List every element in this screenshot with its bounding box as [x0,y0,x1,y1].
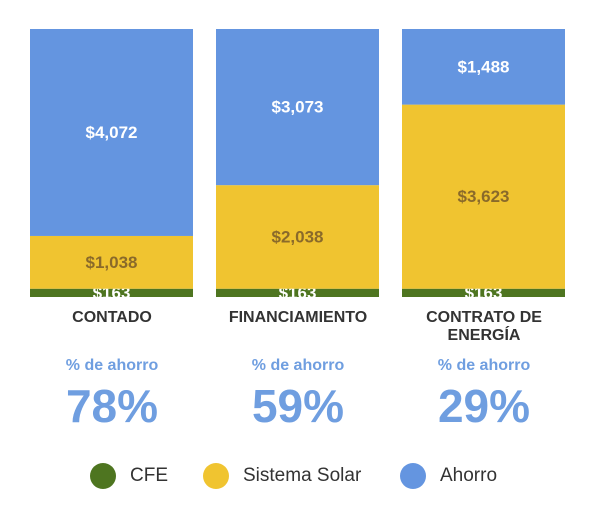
data-label-sistema-solar-1: $2,038 [272,227,324,246]
bar-sistema-solar-1 [216,185,379,289]
data-label-sistema-solar-0: $1,038 [86,253,138,272]
bar-sistema-solar-2 [402,104,565,289]
legend-item-cfe: CFE [90,460,168,492]
data-label-ahorro-0: $4,072 [86,123,138,142]
category-label-contado: CONTADO [72,309,152,326]
bar-ahorro-2 [402,29,565,105]
legend-swatch-ahorro [400,463,426,489]
savings-label: % de ahorro [251,357,345,374]
savings-value-contrato: 29% [437,380,531,432]
category-label-contrato: CONTRATO DE ENERGÍA [426,309,542,344]
savings-value-financiamiento: 59% [251,380,345,432]
bar-cfe-0 [30,288,193,297]
bar-ahorro-1 [216,29,379,186]
legend-swatch-cfe [90,463,116,489]
legend-label: Sistema Solar [243,465,362,486]
legend-item-ahorro: Ahorro [400,460,497,492]
category-label-financiamiento: FINANCIAMIENTO [228,309,368,326]
legend-label: CFE [130,465,168,486]
data-label-ahorro-1: $3,073 [272,98,324,117]
legend: CFE Sistema Solar Ahorro [0,460,600,492]
bar-cfe-2 [402,288,565,297]
legend-swatch-sistema-solar [203,463,229,489]
stacked-bar-chart: $163$1,038$4,072$163$2,038$3,073$163$3,6… [30,29,565,297]
legend-label: Ahorro [440,465,498,486]
savings-label: % de ahorro [65,357,159,374]
bar-ahorro-0 [30,29,193,236]
savings-value-contado: 78% [65,380,159,432]
data-label-ahorro-2: $1,488 [458,57,510,76]
savings-label: % de ahorro [437,357,531,374]
data-label-sistema-solar-2: $3,623 [458,187,510,206]
legend-item-sistema-solar: Sistema Solar [203,460,361,492]
bar-cfe-1 [216,288,379,297]
bar-sistema-solar-0 [30,235,193,289]
